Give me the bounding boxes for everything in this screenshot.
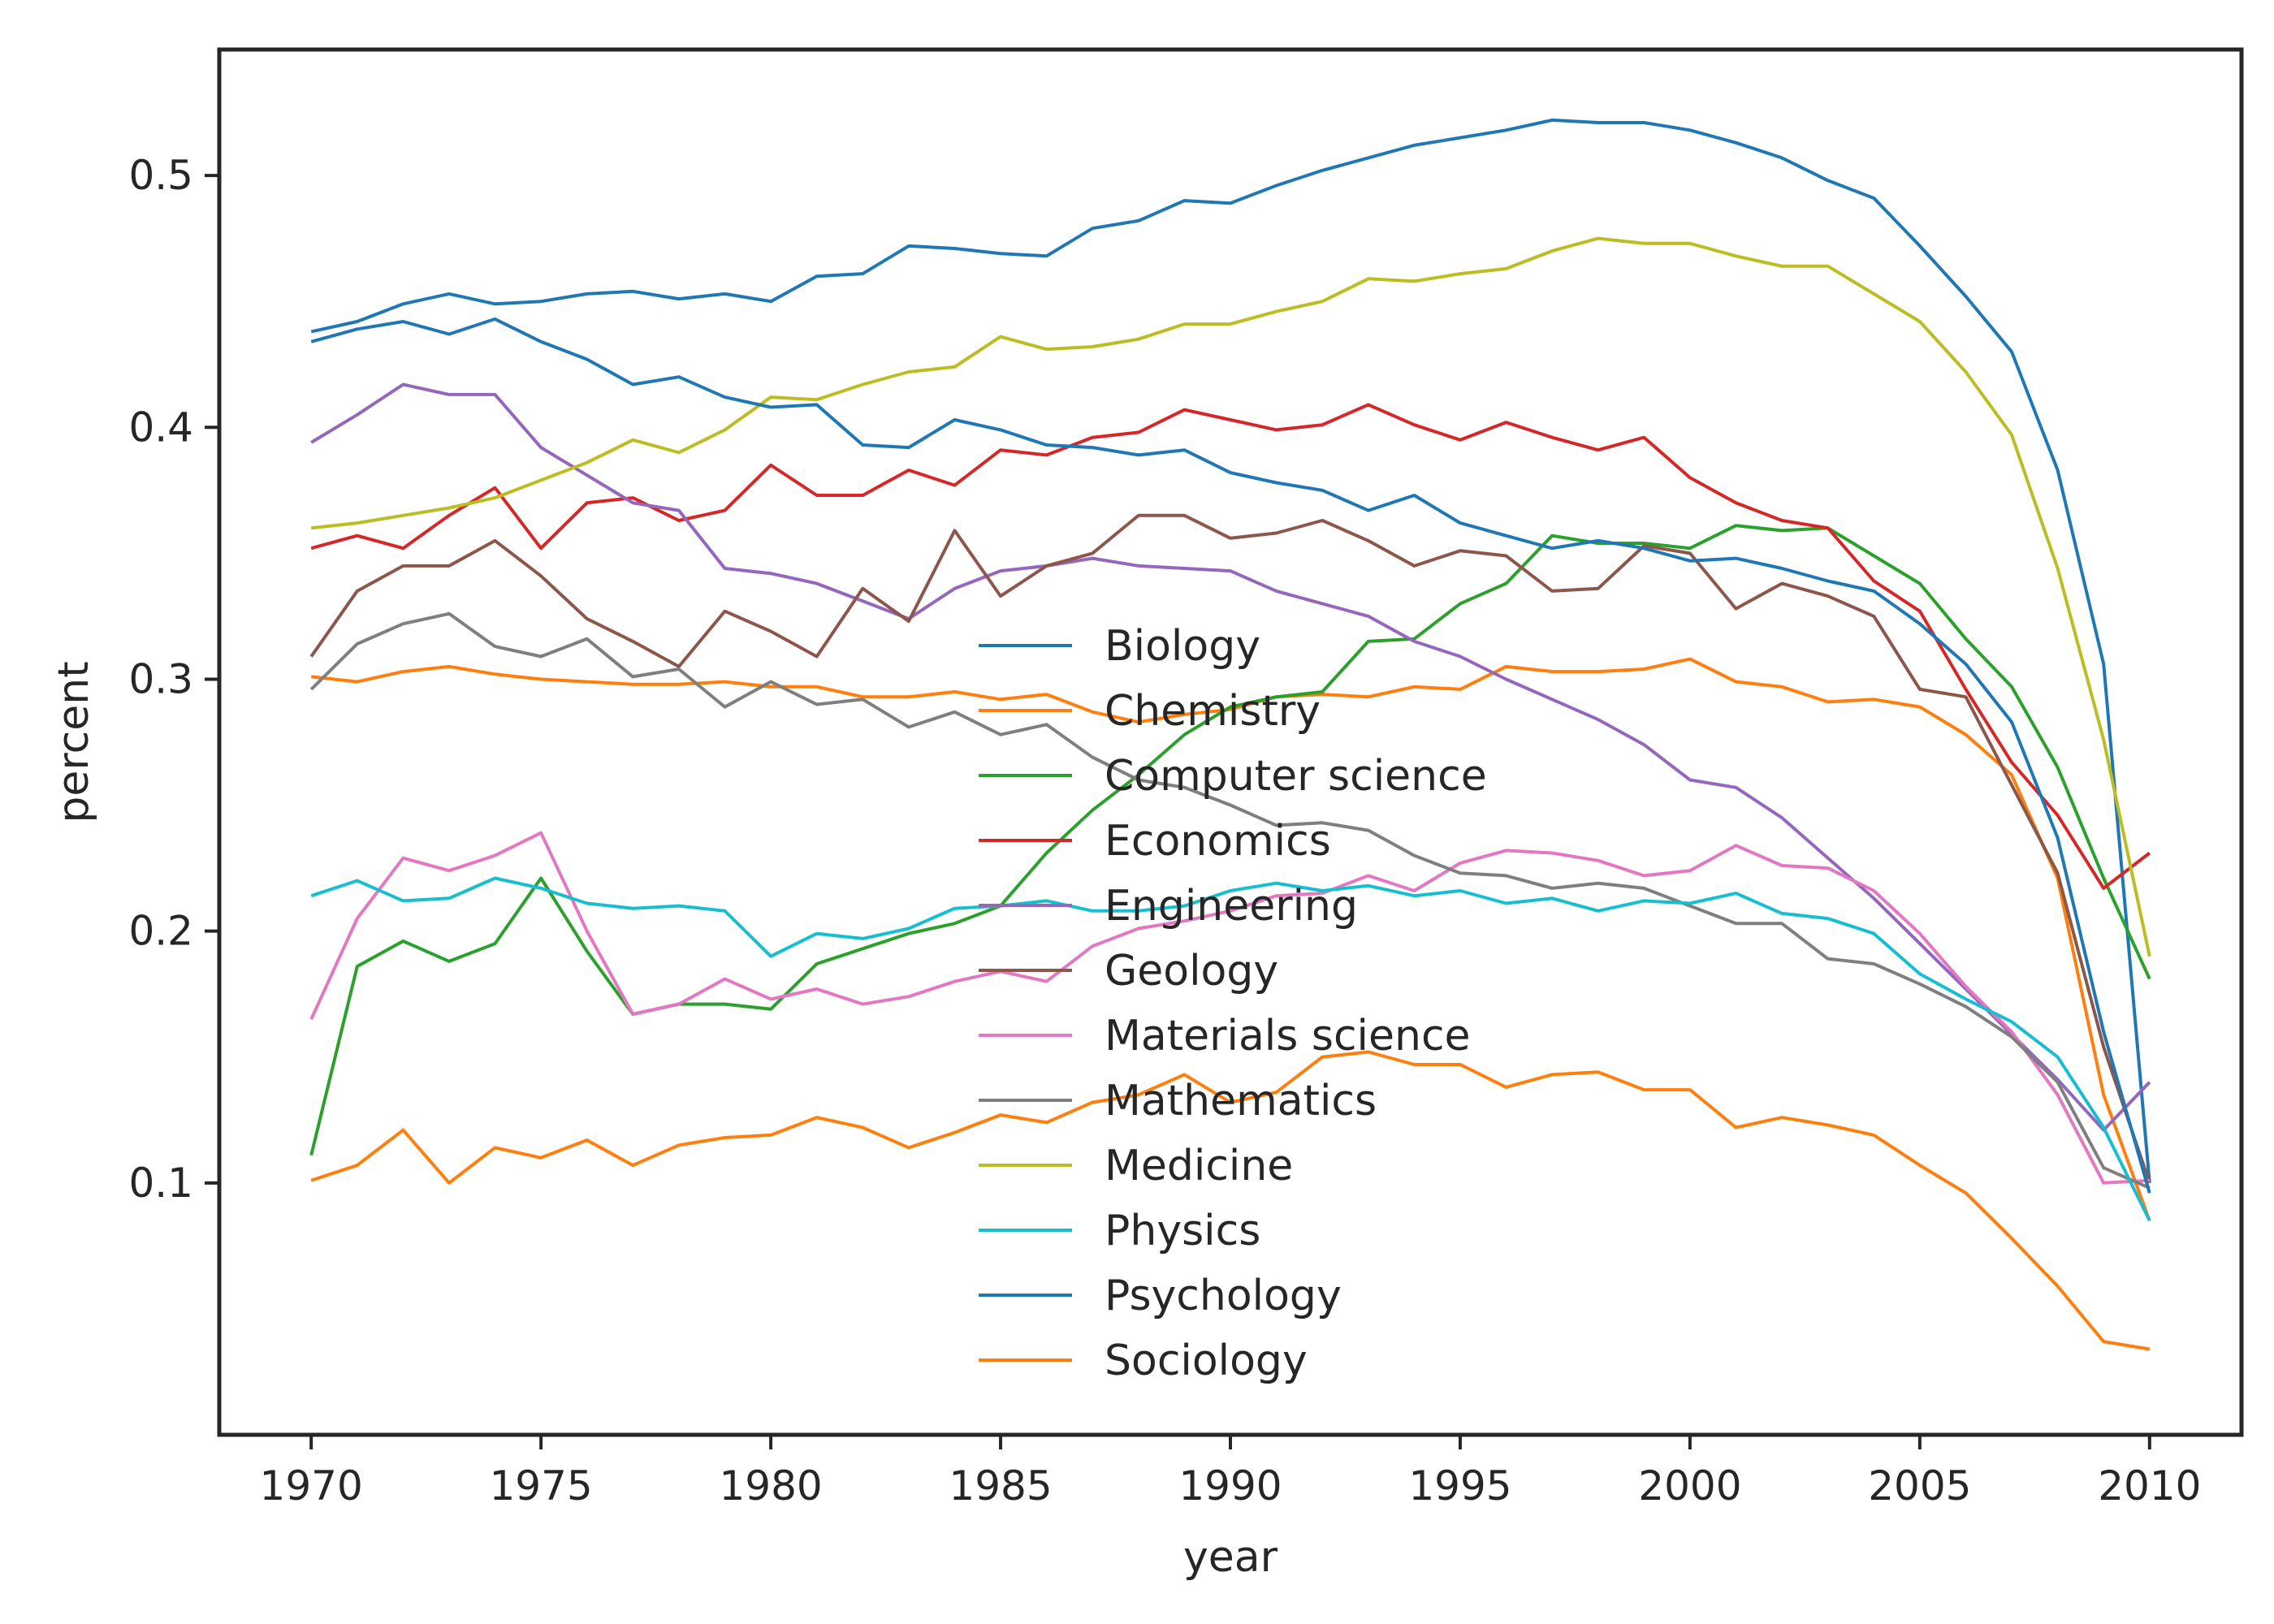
y-tick-label: 0.5 bbox=[128, 152, 193, 199]
x-tick-label: 2005 bbox=[1868, 1462, 1971, 1510]
x-tick-label: 2000 bbox=[1638, 1462, 1741, 1510]
x-tick-label: 1975 bbox=[490, 1462, 593, 1510]
x-axis-label: year bbox=[1183, 1533, 1278, 1582]
series-lines bbox=[309, 118, 2151, 1351]
legend-label-computer-science: Computer science bbox=[1105, 752, 1487, 801]
x-tick-label: 2010 bbox=[2098, 1462, 2201, 1510]
y-tick-label: 0.4 bbox=[128, 404, 193, 451]
legend-label-economics: Economics bbox=[1105, 817, 1331, 866]
legend-label-sociology: Sociology bbox=[1105, 1337, 1308, 1385]
legend-label-materials-science: Materials science bbox=[1105, 1012, 1471, 1060]
y-axis-label: percent bbox=[50, 661, 98, 823]
y-tick-label: 0.1 bbox=[128, 1160, 193, 1207]
series-line-medicine bbox=[310, 236, 2151, 957]
x-tick-label: 1995 bbox=[1408, 1462, 1511, 1510]
series-line-chemistry bbox=[310, 657, 2151, 1221]
x-tick-label: 1985 bbox=[949, 1462, 1052, 1510]
y-axis: 0.1 0.2 0.3 0.4 0.5 bbox=[128, 152, 219, 1207]
legend-label-physics: Physics bbox=[1105, 1207, 1260, 1255]
y-tick-label: 0.2 bbox=[128, 908, 193, 955]
x-tick-label: 1970 bbox=[260, 1462, 363, 1510]
series-line-materials-science bbox=[309, 831, 2150, 1185]
legend-label-engineering: Engineering bbox=[1105, 882, 1358, 931]
legend-label-medicine: Medicine bbox=[1105, 1142, 1293, 1190]
legend-label-chemistry: Chemistry bbox=[1105, 687, 1321, 736]
series-line-computer-science bbox=[309, 524, 2151, 1156]
x-tick-label: 1990 bbox=[1178, 1462, 1282, 1510]
series-line-mathematics bbox=[309, 611, 2151, 1190]
legend-label-psychology: Psychology bbox=[1105, 1272, 1342, 1320]
series-line-biology bbox=[310, 118, 2151, 1183]
series-line-sociology bbox=[310, 1050, 2151, 1351]
series-line-psychology bbox=[310, 317, 2151, 1194]
series-line-economics bbox=[310, 403, 2151, 890]
legend-label-biology: Biology bbox=[1105, 622, 1260, 671]
x-axis: 1970 1975 1980 1985 1990 1995 2000 2005 2010 bbox=[260, 1435, 2201, 1510]
series-line-geology bbox=[309, 513, 2151, 1184]
y-tick-label: 0.3 bbox=[128, 655, 193, 702]
x-tick-label: 1980 bbox=[719, 1462, 822, 1510]
series-line-physics bbox=[310, 876, 2151, 1222]
legend-label-mathematics: Mathematics bbox=[1105, 1077, 1377, 1125]
legend-label-geology: Geology bbox=[1105, 947, 1278, 996]
series-line-engineering bbox=[310, 382, 2151, 1132]
legend: Biology Chemistry Computer science Economic… bbox=[979, 622, 1487, 1385]
